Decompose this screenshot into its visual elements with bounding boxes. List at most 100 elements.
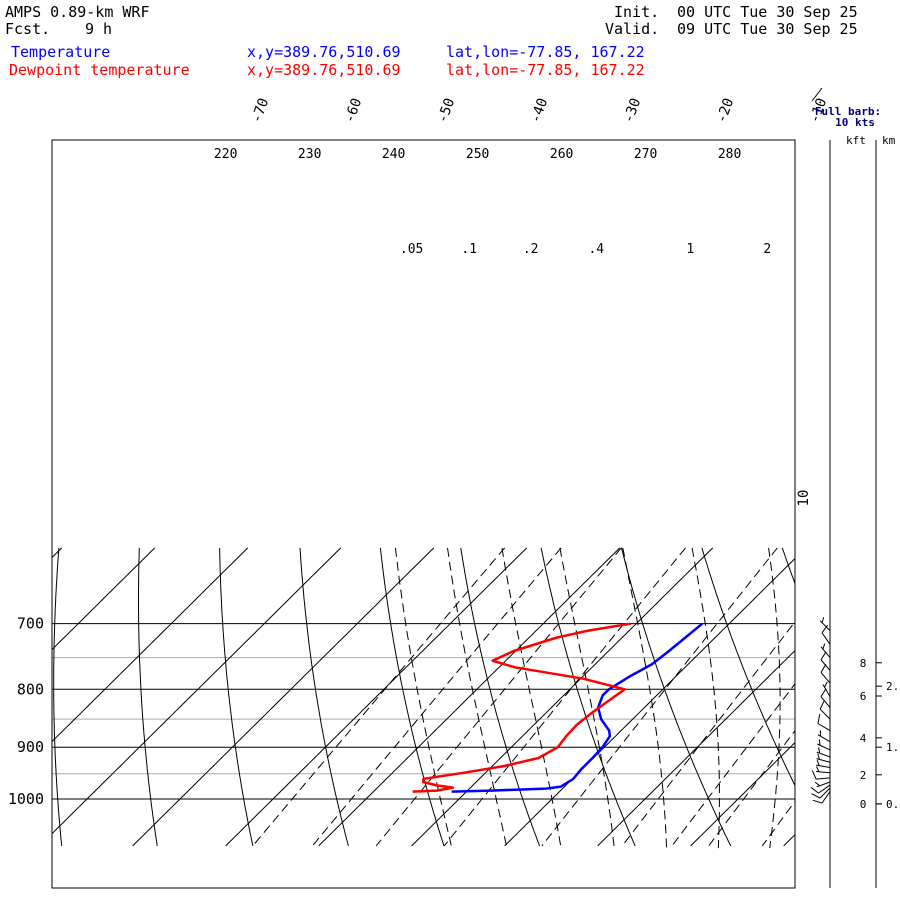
mixing-ratio-label: .2 — [523, 242, 539, 257]
isotherm — [690, 741, 795, 847]
isotherm-label: -30 — [621, 96, 645, 125]
mixing-ratio-line — [708, 729, 795, 847]
barb-feather — [811, 770, 817, 780]
barb-shaft — [817, 723, 831, 731]
kft-tick-label: 4 — [860, 732, 867, 745]
dry-adiabat — [781, 547, 795, 585]
pressure-tick-label: 900 — [17, 738, 44, 756]
init-label: Init. — [614, 3, 660, 21]
barb-feather — [812, 799, 823, 804]
barb-feather — [820, 664, 827, 673]
barb-shaft — [820, 696, 831, 708]
moist-adiabat — [559, 547, 615, 849]
init-value: 00 UTC Tue 30 Sep 25 — [677, 3, 858, 21]
dry-adiabat — [621, 547, 732, 847]
mixing-ratio-label: 2 — [763, 242, 771, 257]
dry-adiabat — [138, 547, 158, 846]
km-label: km — [882, 134, 896, 147]
mixing-ratio-line — [312, 547, 562, 847]
dry-adiabat — [701, 547, 795, 787]
isotherm — [52, 547, 342, 835]
barb-shaft — [822, 684, 831, 697]
moist-adiabat — [622, 547, 668, 849]
barb-feather — [817, 753, 820, 760]
barb-shaft — [820, 646, 831, 658]
dry-adiabat — [53, 547, 63, 846]
dry-adiabat — [379, 547, 445, 847]
height-ticks: 0 2 4 6 8 0. 1. 2. — [860, 657, 900, 811]
barb-shaft — [821, 632, 831, 645]
legend-temperature-latlon: lat,lon=-77.85, 167.22 — [446, 43, 645, 61]
fcst-label: Fcst. — [5, 20, 51, 38]
barb-shaft — [816, 751, 831, 758]
header: AMPS 0.89-km WRF Fcst. 9 h Init. 00 UTC … — [0, 0, 900, 82]
isotherm-label: -20 — [714, 96, 738, 125]
barb-shaft — [821, 791, 831, 804]
mixing-ratio-line — [443, 547, 686, 847]
barb-shaft — [819, 787, 831, 799]
dry-adiabat — [299, 547, 349, 847]
pressure-tick-label: 1000 — [8, 790, 44, 808]
barb-feather — [821, 617, 825, 623]
wind-barb — [817, 730, 831, 743]
barb-feather — [816, 760, 820, 766]
dry-adiabat-label: 220 — [214, 147, 237, 162]
barb-feather — [810, 787, 819, 794]
isotherms — [52, 547, 795, 847]
barb-feather — [811, 793, 821, 799]
barb-feather — [822, 643, 826, 650]
legend-dewpoint-latlon: lat,lon=-77.85, 167.22 — [446, 61, 645, 79]
isotherm — [132, 547, 435, 847]
barb-shaft — [817, 743, 831, 751]
wind-barb — [819, 617, 831, 631]
wind-barb — [810, 784, 831, 794]
mixing-ratio-label: .4 — [588, 242, 604, 257]
in-plot-labels: 220 230 240 250 260 270 280 290 300 .05 .1 .2 .4 1 2 3 4… — [214, 147, 900, 257]
isotherm — [52, 547, 156, 651]
moist-adiabats — [395, 547, 781, 849]
mixing-ratio-line — [375, 547, 622, 847]
barb-feather — [817, 714, 821, 724]
wind-barb — [820, 664, 831, 684]
barb-feather — [818, 739, 821, 746]
isotherm-label: -70 — [249, 96, 273, 125]
barb-shaft — [819, 620, 831, 631]
wind-barb — [822, 681, 831, 697]
barb-feather — [824, 681, 828, 688]
dry-adiabat — [219, 547, 254, 846]
full-barb-note: Full barb: — [815, 105, 881, 118]
barb-feather — [818, 747, 821, 754]
isotherm — [225, 547, 528, 847]
model-title: AMPS 0.89-km WRF — [5, 3, 150, 21]
dry-adiabat-label: 300 — [886, 147, 900, 162]
wind-barb — [817, 739, 831, 751]
mixing-ratio-label: .1 — [461, 242, 477, 257]
legend-temperature-xy: x,y=389.76,510.69 — [247, 43, 401, 61]
wind-barb — [811, 787, 831, 799]
wind-barb — [816, 747, 831, 758]
mixing-ratio-label: .05 — [400, 242, 423, 257]
wind-barb — [820, 651, 831, 671]
wind-barb — [816, 753, 831, 763]
barb-feather — [819, 700, 825, 710]
dry-adiabat-label: 240 — [382, 147, 405, 162]
legend-dewpoint-xy: x,y=389.76,510.69 — [247, 61, 401, 79]
dry-adiabat-label: 230 — [298, 147, 321, 162]
barb-shaft — [819, 708, 831, 720]
wind-barb — [812, 791, 831, 804]
mixing-ratio-label: 1 — [686, 242, 694, 257]
barb-shaft — [816, 781, 831, 788]
mixing-ratio-line — [671, 682, 795, 847]
barb-shaft — [818, 784, 831, 794]
moist-adiabat — [501, 547, 562, 849]
kft-tick-label: 0 — [860, 798, 867, 811]
barb-feather — [820, 688, 827, 697]
sample-barb-icon — [811, 87, 823, 102]
barb-feather — [816, 766, 820, 773]
mixing-ratio-line — [761, 800, 795, 847]
major-isobars — [52, 623, 795, 800]
mixing-ratio-label: 4 — [846, 242, 854, 257]
isotherm-side-label: 10 — [796, 490, 812, 507]
temperature-line — [451, 622, 703, 793]
kft-tick-label: 8 — [860, 657, 867, 670]
